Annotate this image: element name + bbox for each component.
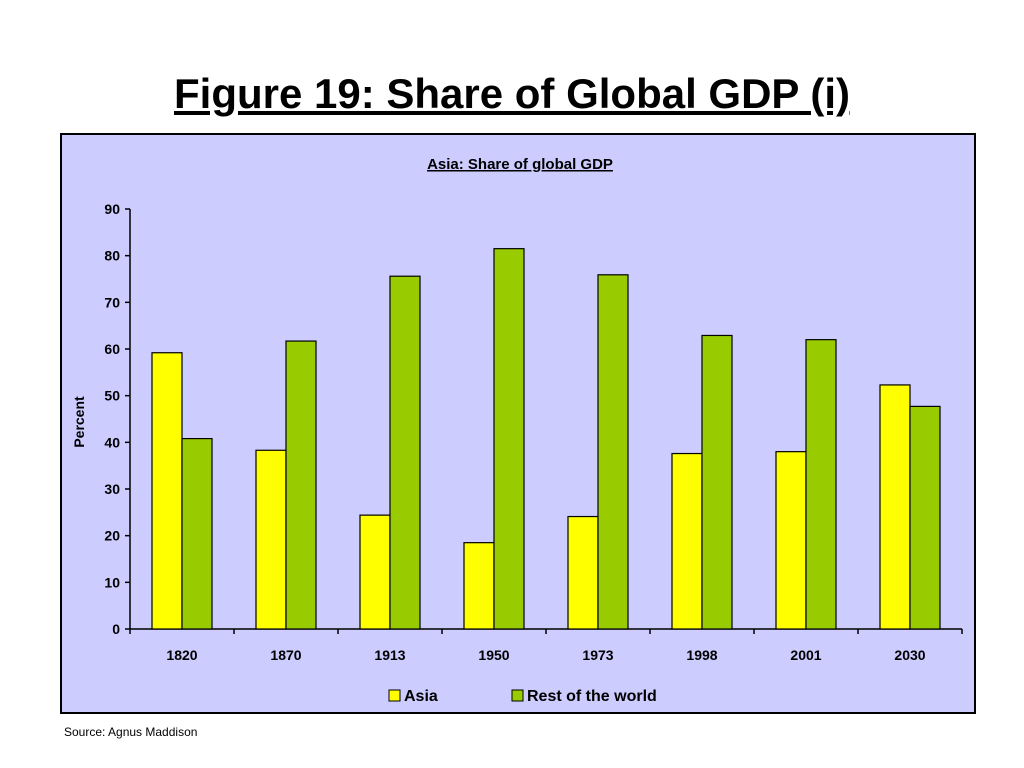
bar-asia xyxy=(463,542,495,630)
legend-swatch xyxy=(388,689,401,702)
bar-rest-of-world xyxy=(701,334,733,630)
x-tick-label: 1950 xyxy=(478,647,509,663)
slide-title: Figure 19: Share of Global GDP (i) xyxy=(174,70,850,117)
bar-rest-of-world xyxy=(597,274,629,630)
bars xyxy=(151,248,941,630)
x-tick-label: 1870 xyxy=(270,647,301,663)
bar-rest-of-world xyxy=(805,339,837,630)
x-tick-label: 1998 xyxy=(686,647,717,663)
bar-asia xyxy=(671,452,703,630)
y-tick-label: 80 xyxy=(104,248,120,264)
bar-asia xyxy=(151,352,183,630)
y-tick-label: 0 xyxy=(112,621,120,637)
bar-asia xyxy=(255,449,287,630)
chart-title: Asia: Share of global GDP xyxy=(427,156,613,173)
x-tick-label: 1913 xyxy=(374,647,405,663)
x-tick-label: 1820 xyxy=(166,647,197,663)
y-axis: 0 10 20 30 40 50 60 70 80 90 xyxy=(104,201,131,637)
bar-asia xyxy=(775,451,807,630)
source-note: Source: Agnus Maddison xyxy=(64,725,198,739)
y-tick-label: 50 xyxy=(104,388,120,404)
legend-label: Asia xyxy=(404,688,438,705)
y-tick-label: 10 xyxy=(104,574,120,590)
y-tick-label: 60 xyxy=(104,341,120,357)
y-tick-label: 70 xyxy=(104,294,120,310)
bar-asia xyxy=(879,384,911,630)
x-tick-label: 2001 xyxy=(790,647,821,663)
bar-asia xyxy=(359,514,391,630)
y-tick-label: 40 xyxy=(104,434,120,450)
bar-asia xyxy=(567,515,599,630)
y-axis-label: Percent xyxy=(71,396,87,448)
bar-rest-of-world xyxy=(493,248,525,630)
y-tick-label: 30 xyxy=(104,481,120,497)
y-tick-label: 90 xyxy=(104,201,120,217)
legend-swatch xyxy=(511,689,524,702)
bar-rest-of-world xyxy=(181,438,213,630)
legend: Asia Rest of the world xyxy=(388,688,657,705)
x-tick-label: 2030 xyxy=(894,647,925,663)
legend-label: Rest of the world xyxy=(527,688,657,705)
bar-rest-of-world xyxy=(909,405,941,630)
chart-frame: Asia: Share of global GDP Percent 0 10 20 3… xyxy=(60,133,976,714)
bar-rest-of-world xyxy=(285,340,317,630)
x-tick-label: 1973 xyxy=(582,647,613,663)
y-tick-label: 20 xyxy=(104,528,120,544)
bar-chart: Asia: Share of global GDP Percent 010203… xyxy=(62,135,974,712)
bar-rest-of-world xyxy=(389,275,421,630)
